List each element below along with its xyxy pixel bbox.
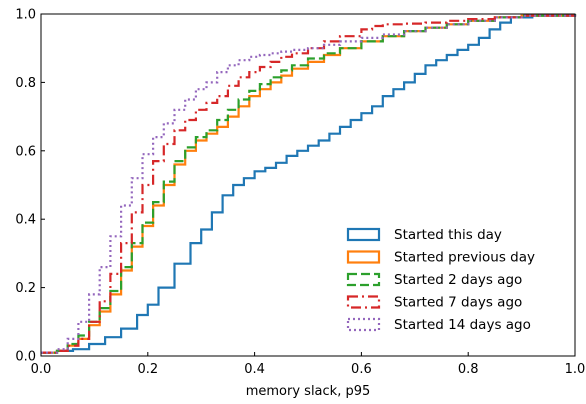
- legend-label-1: Started previous day: [394, 250, 535, 266]
- x-axis-label: memory slack, p95: [246, 384, 371, 399]
- legend-swatch-2: [346, 272, 381, 287]
- legend-swatch-4: [346, 317, 381, 332]
- x-tick-label: 0.4: [244, 362, 265, 377]
- legend-swatch-0: [346, 227, 381, 242]
- legend-swatch-3: [346, 295, 381, 309]
- x-tick-label: 1.0: [565, 362, 586, 377]
- series-line-0: [41, 14, 577, 354]
- y-tick-label: 0.6: [15, 144, 36, 159]
- x-tick-label: 0.0: [31, 362, 52, 377]
- series-line-3: [41, 14, 577, 354]
- plot-frame: [40, 13, 576, 357]
- y-tick-label: 0.0: [15, 350, 36, 365]
- legend-label-2: Started 2 days ago: [394, 272, 522, 288]
- y-tick-label: 0.4: [15, 213, 36, 228]
- legend-label-0: Started this day: [394, 227, 502, 243]
- legend-items: Started this day Started previous day Star…: [346, 227, 535, 333]
- legend-label-3: Started 7 days ago: [394, 295, 522, 311]
- legend-swatch-1: [346, 250, 381, 264]
- x-axis: 0.0 0.2 0.4 0.6 0.8 1.0: [31, 352, 586, 377]
- x-tick-label: 0.8: [458, 362, 479, 377]
- x-tick-label: 0.6: [351, 362, 372, 377]
- y-axis: 0.0 0.2 0.4 0.6 0.8 1.0: [15, 8, 45, 365]
- series-layer: [41, 14, 577, 354]
- legend: Started this day Started previous day Star…: [340, 222, 568, 345]
- y-tick-label: 0.2: [15, 281, 36, 296]
- legend-label-4: Started 14 days ago: [394, 317, 531, 333]
- series-line-4: [41, 14, 577, 354]
- x-tick-label: 0.2: [137, 362, 158, 377]
- y-tick-label: 0.8: [15, 76, 36, 91]
- y-tick-label: 1.0: [15, 8, 36, 23]
